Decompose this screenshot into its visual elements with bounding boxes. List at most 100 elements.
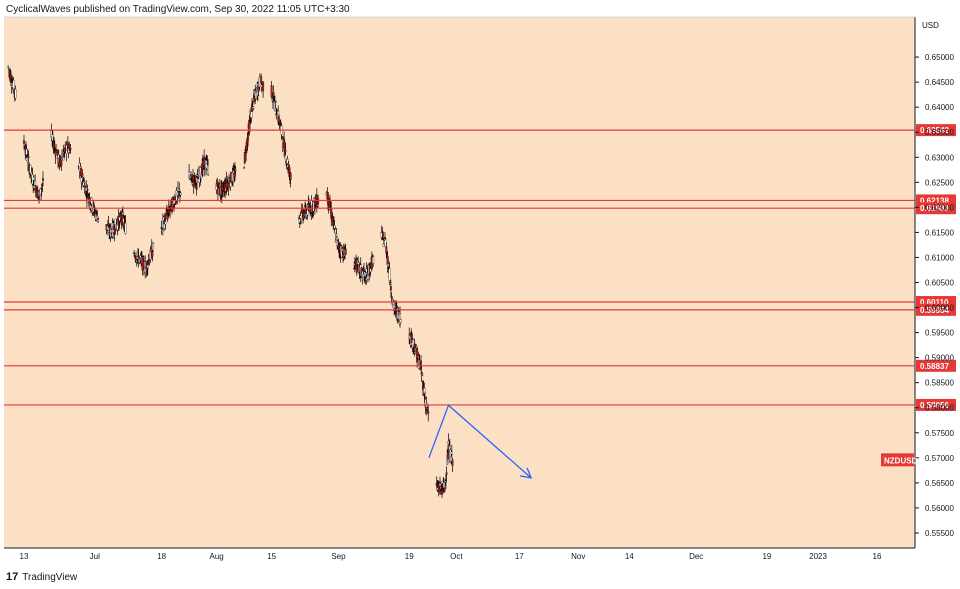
candle-body xyxy=(382,232,384,237)
candle-body xyxy=(107,223,110,226)
time-tick-label: 19 xyxy=(405,552,414,561)
candle-body xyxy=(60,160,63,166)
level-price-badge xyxy=(916,202,956,215)
price-tick-label: 0.61500 xyxy=(925,228,954,237)
candle-body xyxy=(178,189,181,191)
candle-body xyxy=(86,188,89,191)
candle-body xyxy=(23,140,25,144)
footer-brand: 17 TradingView xyxy=(6,571,77,583)
candle-body xyxy=(260,76,263,84)
candle-body xyxy=(151,251,154,257)
candle-body xyxy=(272,92,275,97)
price-tick-label: 0.58500 xyxy=(925,379,954,388)
candle-body xyxy=(423,387,426,395)
candle-body xyxy=(192,176,194,181)
candles-layer xyxy=(7,65,454,499)
price-tick-label: 0.60500 xyxy=(925,279,954,288)
candle-body xyxy=(217,182,220,185)
level-price-badge xyxy=(916,359,956,372)
candle-body xyxy=(251,100,254,103)
price-tick-label: 0.55500 xyxy=(925,529,954,538)
candle-body xyxy=(417,353,420,356)
price-tick-label: 0.62000 xyxy=(925,203,954,212)
price-tick-label: 0.63500 xyxy=(925,128,954,137)
candle-body xyxy=(148,261,151,265)
candle-body xyxy=(121,210,124,225)
time-tick-label: Aug xyxy=(209,552,223,561)
candle-body xyxy=(414,344,417,347)
candle-body xyxy=(124,222,127,234)
price-tick-label: 0.64000 xyxy=(925,103,954,112)
time-tick-label: Oct xyxy=(450,552,463,561)
level-price-label: 0.59954 xyxy=(920,306,949,315)
candle-body xyxy=(445,472,448,475)
candle-body xyxy=(369,268,372,272)
price-chart[interactable]: USD 0.635420.621380.619830.601100.599540… xyxy=(0,0,960,568)
candle-body xyxy=(390,296,393,298)
price-tick-label: 0.59000 xyxy=(925,354,954,363)
candle-body xyxy=(81,173,84,177)
candle-body xyxy=(133,255,136,257)
price-tick-label: 0.62500 xyxy=(925,178,954,187)
time-tick-label: Sep xyxy=(331,552,346,561)
candle-body xyxy=(399,319,402,323)
price-tick-label: 0.56500 xyxy=(925,479,954,488)
candle-body xyxy=(146,264,149,268)
price-tick-label: 0.64500 xyxy=(925,78,954,87)
candle-body xyxy=(193,175,196,177)
level-price-label: 0.63542 xyxy=(920,126,949,135)
candle-body xyxy=(303,214,306,216)
price-tick-label: 0.60000 xyxy=(925,304,954,313)
candle-body xyxy=(152,243,155,251)
candle-body xyxy=(69,148,72,150)
currency-label: USD xyxy=(922,21,939,30)
candle-body xyxy=(243,152,246,164)
candle-body xyxy=(68,143,71,150)
price-axis: 0.65000 0.64500 0.64000 0.63500 0.63000 0.625… xyxy=(915,53,954,538)
candle-body xyxy=(289,173,292,180)
publish-header: CyclicalWaves published on TradingView.c… xyxy=(6,4,350,15)
candle-body xyxy=(121,212,124,215)
projection-path xyxy=(428,404,532,479)
level-price-label: 0.62138 xyxy=(920,196,949,205)
candle-body xyxy=(243,167,246,169)
candle-body xyxy=(270,85,273,98)
candle-body xyxy=(382,244,385,247)
level-price-label: 0.61983 xyxy=(920,204,949,213)
candle-body xyxy=(317,198,320,204)
candle-body xyxy=(365,279,367,284)
candle-body xyxy=(367,274,369,280)
time-tick-label: 19 xyxy=(762,552,771,561)
candle-body xyxy=(262,81,265,91)
price-tick-label: 0.58000 xyxy=(925,404,954,413)
price-tick-label: 0.57500 xyxy=(925,429,954,438)
candle-body xyxy=(97,217,99,220)
candle-body xyxy=(443,487,446,492)
candle-body xyxy=(451,459,454,466)
candle-body xyxy=(335,234,338,237)
price-tick-label: 0.59500 xyxy=(925,329,954,338)
time-axis: 13 Jul 18 Aug 15 Sep 19 Oct 17 Nov 14 Dec 19 2023 16 xyxy=(20,552,882,561)
candle-body xyxy=(438,488,441,492)
time-tick-label: Jul xyxy=(90,552,100,561)
candle-body xyxy=(441,489,443,495)
candle-body xyxy=(344,248,347,255)
candle-body xyxy=(252,106,255,109)
candle-body xyxy=(164,221,167,225)
candle-body xyxy=(207,164,210,175)
plot-background xyxy=(4,17,915,548)
price-tick-label: 0.57000 xyxy=(925,454,954,463)
candle-body xyxy=(190,174,193,178)
candle-body xyxy=(27,156,30,158)
time-tick-label: 18 xyxy=(157,552,166,561)
candle-body xyxy=(234,169,237,171)
candle-body xyxy=(421,374,424,376)
candle-body xyxy=(14,89,17,99)
candle-body xyxy=(397,310,400,312)
candle-body xyxy=(259,86,262,90)
candle-body xyxy=(450,451,453,455)
candle-body xyxy=(284,149,287,153)
price-tick-label: 0.56000 xyxy=(925,504,954,513)
brand-name: TradingView xyxy=(22,571,78,583)
